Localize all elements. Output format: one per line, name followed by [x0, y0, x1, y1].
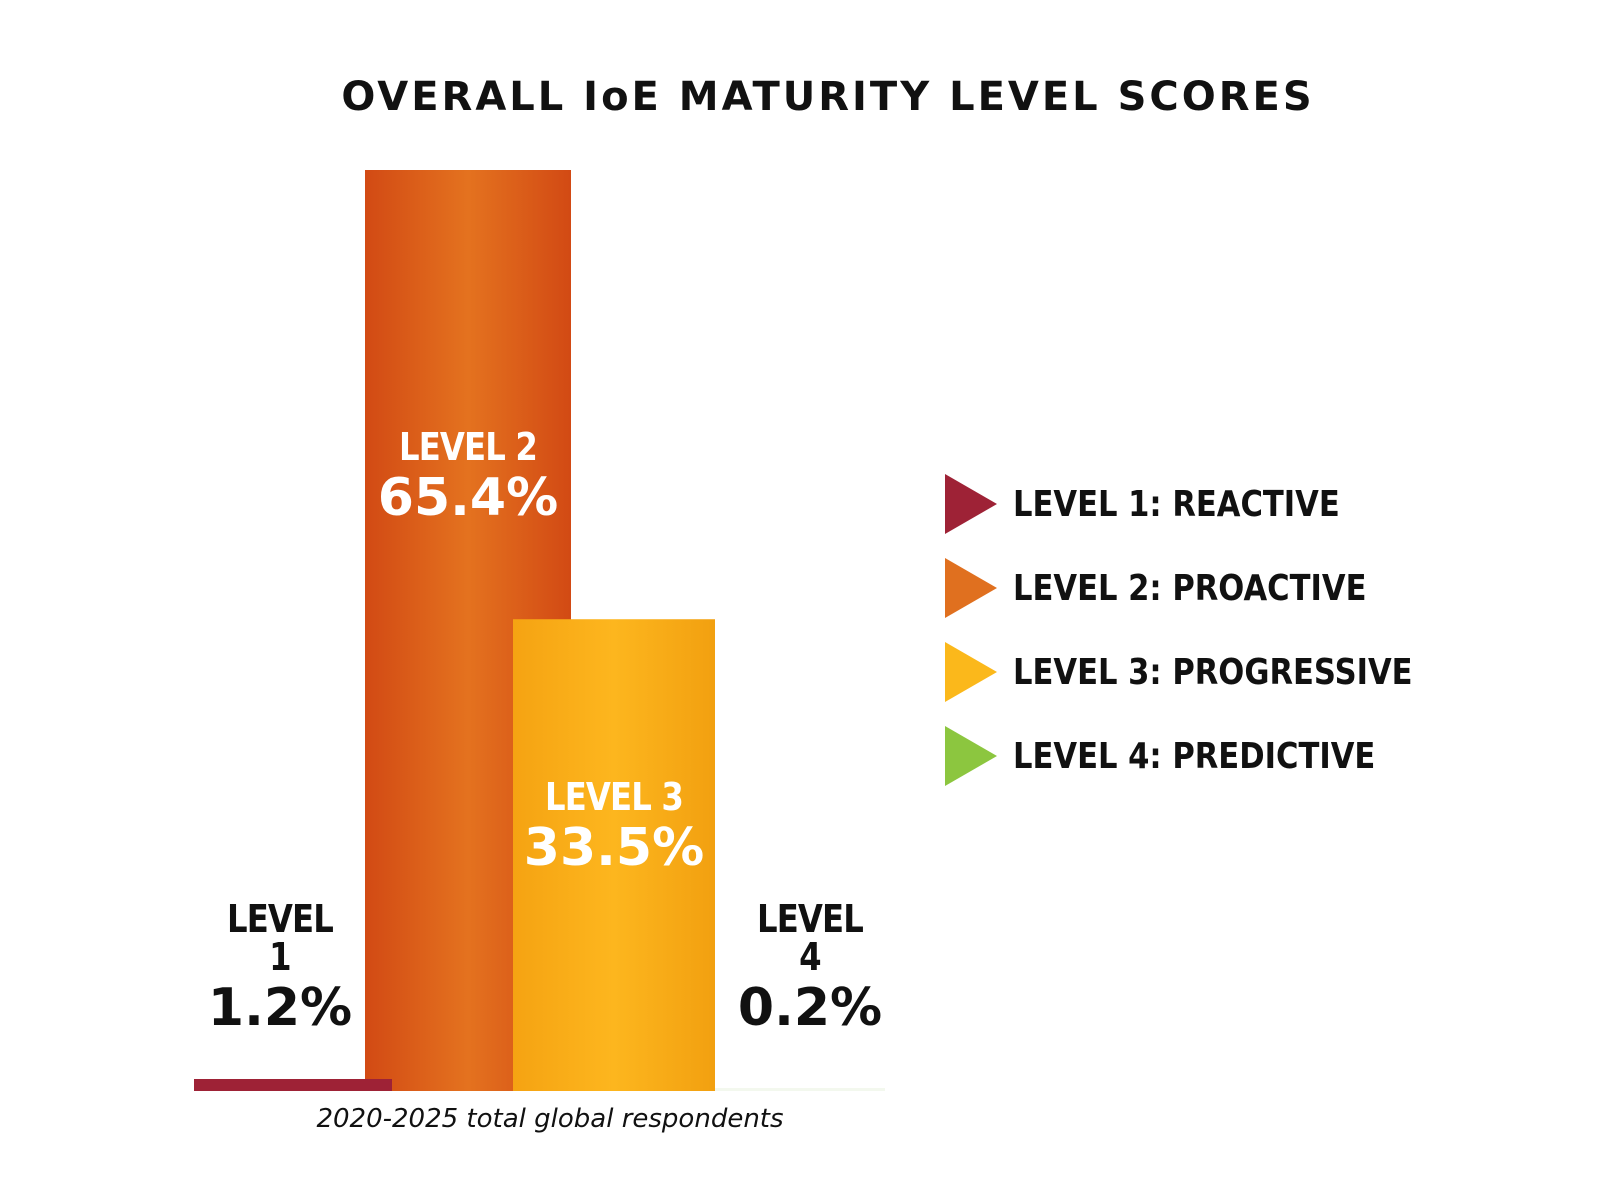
bar-label-level-4: LEVEL 4 0.2% [730, 900, 890, 1034]
category-label: LEVEL 1 [226, 897, 334, 979]
legend-label: LEVEL 1: REACTIVE [1013, 483, 1340, 525]
bar-level-4 [715, 1088, 885, 1091]
value-label: 33.5% [523, 818, 705, 878]
value-label: 65.4% [377, 468, 559, 528]
bar-level-1 [194, 1079, 392, 1091]
category-label: LEVEL 2 [398, 425, 538, 469]
bar-level-3 [513, 619, 715, 1091]
value-label: 0.2% [737, 978, 883, 1038]
legend-label: LEVEL 4: PREDICTIVE [1013, 735, 1376, 777]
legend-label: LEVEL 3: PROGRESSIVE [1013, 651, 1413, 693]
legend: LEVEL 1: REACTIVE LEVEL 2: PROACTIVE LEV… [945, 462, 1483, 798]
legend-label: LEVEL 2: PROACTIVE [1013, 567, 1367, 609]
bar-label-level-1: LEVEL 1 1.2% [200, 900, 360, 1034]
category-label: LEVEL 4 [756, 897, 864, 979]
triangle-marker-icon [945, 474, 997, 534]
legend-item-level-1: LEVEL 1: REACTIVE [945, 462, 1483, 546]
legend-item-level-2: LEVEL 2: PROACTIVE [945, 546, 1483, 630]
footnote: 2020-2025 total global respondents [316, 1104, 784, 1134]
bar-label-level-2: LEVEL 2 65.4% [368, 428, 568, 524]
value-label: 1.2% [207, 978, 353, 1038]
triangle-marker-icon [945, 558, 997, 618]
triangle-marker-icon [945, 726, 997, 786]
chart-title: OVERALL IoE MATURITY LEVEL SCORES [341, 74, 1315, 120]
bar-label-level-3: LEVEL 3 33.5% [514, 778, 714, 874]
triangle-marker-icon [945, 642, 997, 702]
category-label: LEVEL 3 [544, 775, 684, 819]
legend-item-level-3: LEVEL 3: PROGRESSIVE [945, 630, 1483, 714]
legend-item-level-4: LEVEL 4: PREDICTIVE [945, 714, 1483, 798]
